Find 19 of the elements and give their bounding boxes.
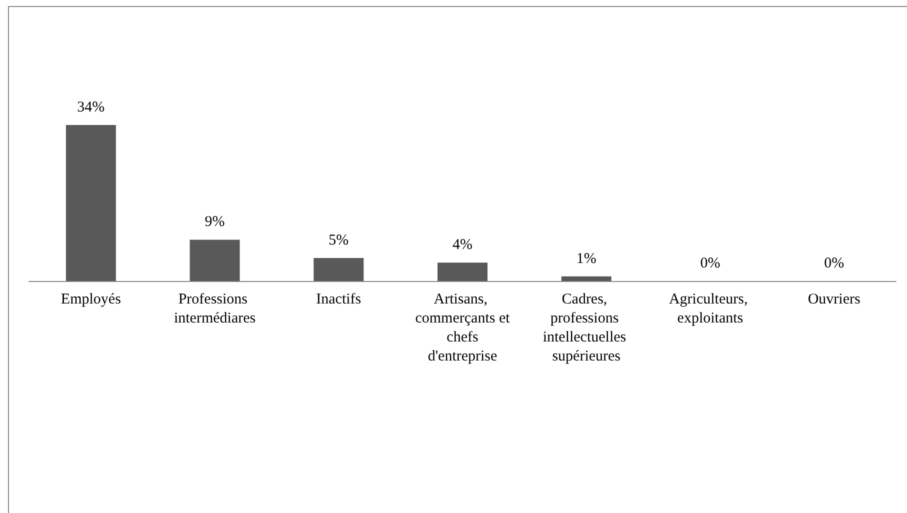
data-label: 1% — [576, 250, 596, 267]
data-label: 9% — [204, 214, 225, 230]
data-label: 0% — [824, 256, 844, 272]
x-tick-label: Inactifs — [316, 292, 362, 308]
bar — [190, 240, 240, 281]
x-tick-label: Artisans, commerçants et chefs d'entreprise — [415, 292, 511, 364]
x-tick-label: Agriculteurs, exploitants — [668, 292, 752, 326]
bar — [438, 262, 488, 281]
bar — [66, 125, 116, 281]
bar — [314, 258, 364, 281]
data-label: 4% — [452, 237, 472, 254]
data-label: 0% — [700, 256, 720, 272]
data-label: 5% — [328, 232, 349, 249]
x-tick-label: Cadres, professions intellectuelles supérieures — [542, 292, 630, 364]
bar — [561, 276, 612, 281]
x-tick-label: Employés — [60, 292, 122, 308]
x-tick-label: Professions intermédiares — [174, 292, 256, 326]
data-label: 34% — [77, 100, 105, 116]
x-tick-label: Ouvriers — [808, 292, 860, 308]
